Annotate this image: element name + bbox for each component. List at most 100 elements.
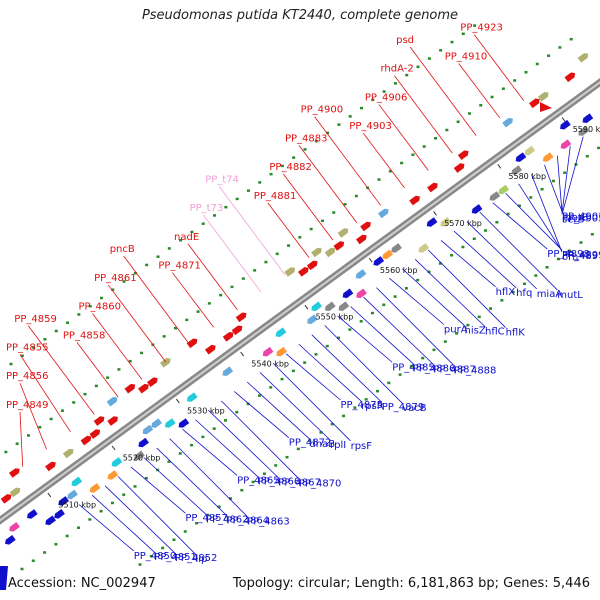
gene-label[interactable]: PP_4856: [6, 371, 49, 382]
gene-label[interactable]: PP_t73: [190, 203, 224, 214]
gene-label[interactable]: PP_4875: [341, 400, 384, 411]
gene-label[interactable]: PP_4910: [445, 52, 488, 63]
gc-dot: [196, 310, 200, 313]
gene-label[interactable]: hisZ: [465, 326, 486, 337]
gc-dot: [179, 238, 183, 242]
gene-label[interactable]: PP_4855: [6, 343, 49, 354]
gene-label[interactable]: PP_4857: [185, 513, 228, 524]
forward-gene: [377, 208, 389, 219]
gene-label[interactable]: PP_4866: [258, 477, 301, 488]
gene-label[interactable]: PP_4861: [94, 273, 137, 284]
gene-label[interactable]: pncB: [110, 244, 135, 255]
gene-label[interactable]: PP_4872: [289, 438, 332, 449]
reverse-gene: [222, 366, 234, 376]
gc-dot: [314, 139, 318, 143]
forward-gene: [537, 92, 549, 102]
gene-label[interactable]: PP_4888: [454, 365, 497, 376]
gene-label[interactable]: serB: [562, 215, 584, 226]
gene-label[interactable]: PP_4883: [285, 133, 328, 144]
gene-label[interactable]: rpsF: [351, 441, 373, 452]
gene-label[interactable]: PP_4905: [562, 213, 600, 224]
forward-gene: [235, 312, 247, 323]
nav-arrow-top-right-icon[interactable]: [540, 102, 552, 112]
gc-dot: [529, 196, 533, 199]
gene-label[interactable]: PP_4899: [562, 250, 600, 261]
gc-dot: [88, 518, 92, 521]
gene-label[interactable]: hflK: [506, 328, 526, 339]
forward-gene: [138, 383, 149, 394]
gene-label[interactable]: PP_4852: [175, 553, 218, 564]
gene-label[interactable]: PP_4887: [433, 364, 476, 375]
gc-dot: [558, 46, 562, 49]
gc-dot: [432, 348, 436, 352]
gene-label[interactable]: PP_4867: [278, 478, 321, 489]
gene-label[interactable]: PP_4871: [158, 261, 201, 272]
reverse-gene: [5, 535, 16, 545]
gene-label[interactable]: PP_4858: [63, 330, 106, 341]
gc-dot: [257, 394, 261, 397]
gc-dot: [466, 323, 470, 327]
gc-dot: [275, 252, 279, 256]
nav-arrow-bottom-left-icon[interactable]: [0, 566, 8, 590]
gene-label[interactable]: PP_4897: [562, 251, 600, 262]
gc-dot-tracks: [4, 24, 600, 571]
label-leader: [453, 230, 517, 289]
gc-dot: [320, 219, 324, 223]
gene-label[interactable]: vacB: [402, 403, 427, 414]
gene-label[interactable]: PP_4923: [460, 23, 503, 34]
gene-label[interactable]: hflX: [496, 287, 516, 298]
gene-label[interactable]: PP_4900: [301, 105, 344, 116]
reverse-gene: [142, 424, 154, 435]
gene-label[interactable]: PP_4860: [79, 302, 122, 313]
tick-label: 5590 kbp: [573, 125, 600, 134]
gene-label[interactable]: motB: [562, 212, 589, 223]
gene-label[interactable]: purA: [444, 325, 468, 336]
gene-label[interactable]: PP_4885: [392, 362, 435, 373]
gene-label[interactable]: PP_4881: [254, 191, 297, 202]
gene-label[interactable]: PP_4849: [6, 400, 49, 411]
label-leader: [324, 325, 403, 404]
gene-label[interactable]: PP_4859: [14, 314, 57, 325]
gene-label[interactable]: PP_4879: [382, 402, 425, 413]
gene-label[interactable]: PP_4850: [134, 551, 177, 562]
gene-label[interactable]: PP_4862: [206, 514, 249, 525]
gene-label[interactable]: PP_4865: [237, 476, 280, 487]
gene-label[interactable]: dnaB: [309, 439, 335, 450]
gene-label[interactable]: rpsR: [361, 401, 384, 412]
gene-label[interactable]: PP_4863: [247, 516, 290, 527]
gene-label[interactable]: PP_4903: [349, 121, 392, 132]
gene-label[interactable]: PP_4906: [365, 92, 408, 103]
gc-dot: [49, 417, 53, 421]
gene-label[interactable]: PP_4901: [562, 211, 600, 222]
gc-dot: [489, 307, 493, 310]
gc-dot: [54, 542, 58, 546]
gene-label[interactable]: mutL: [557, 290, 583, 301]
label-leader: [505, 192, 563, 251]
gc-dot: [325, 344, 329, 348]
gene-label[interactable]: PP_4864: [227, 515, 270, 526]
gene-label[interactable]: PP_t74: [205, 174, 239, 185]
gc-dot: [258, 181, 262, 184]
gc-dot: [330, 422, 334, 426]
gene-label[interactable]: lip: [196, 554, 208, 565]
gene-label[interactable]: orn: [562, 252, 578, 263]
label-leader: [218, 186, 286, 276]
gene-label[interactable]: PP_4882: [269, 162, 312, 173]
gene-label[interactable]: psd: [396, 35, 414, 46]
gene-label[interactable]: hfq: [516, 288, 532, 299]
gene-label[interactable]: rplI: [330, 440, 346, 451]
gene-label[interactable]: nadE: [174, 232, 199, 243]
gene-label[interactable]: PP_4898: [547, 249, 590, 260]
tick-label: 5570 kbp: [444, 219, 482, 228]
label-leader: [466, 221, 538, 290]
gene-label[interactable]: hflC: [485, 327, 505, 338]
forward-gene: [360, 221, 371, 232]
gene-label[interactable]: PP_4870: [299, 479, 342, 490]
gene-label[interactable]: PP_4851: [154, 552, 197, 563]
gc-dot: [145, 263, 149, 267]
forward-gene: [45, 461, 56, 472]
gc-dot: [217, 505, 221, 508]
gene-label[interactable]: PP_4886: [413, 363, 456, 374]
gene-label[interactable]: miaA: [537, 289, 563, 300]
gene-label[interactable]: rhdA-2: [381, 64, 414, 75]
